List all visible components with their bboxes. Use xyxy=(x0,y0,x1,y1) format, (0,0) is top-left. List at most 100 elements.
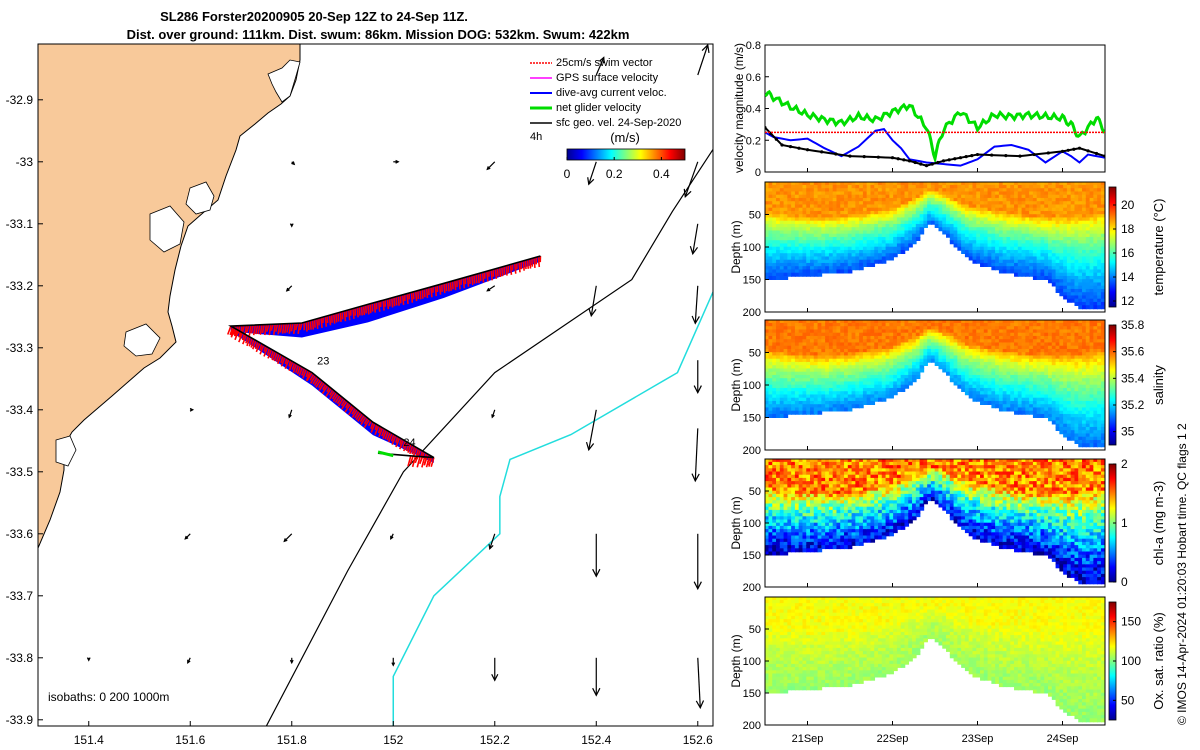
temperature-cell xyxy=(1100,246,1106,251)
temperature-cell xyxy=(813,227,819,232)
salinity-cell xyxy=(862,391,868,396)
salinity-cell xyxy=(779,384,785,389)
salinity-cell xyxy=(934,361,940,366)
temperature-cell xyxy=(1021,259,1027,264)
salinity-cell xyxy=(855,391,860,396)
temperature-cell xyxy=(836,230,842,235)
temperature-cell xyxy=(1082,249,1087,254)
salinity-cell xyxy=(840,345,845,350)
salinity-cell xyxy=(813,329,819,334)
salinity-cell xyxy=(878,355,883,360)
salinity-cell xyxy=(927,352,932,357)
temperature-cell xyxy=(1085,210,1091,215)
salinity-cell xyxy=(930,319,936,324)
temperature-cell xyxy=(870,249,876,254)
temperature-cell xyxy=(862,262,868,267)
salinity-cell xyxy=(919,329,925,334)
swim-vector xyxy=(407,455,412,467)
temperature-cell xyxy=(768,181,774,186)
salinity-cell xyxy=(923,355,928,360)
salinity-cell xyxy=(976,332,981,337)
temperature-cell xyxy=(1032,230,1038,235)
salinity-cell xyxy=(802,342,808,347)
temperature-cell xyxy=(1055,275,1061,280)
swim-vector xyxy=(471,275,474,286)
salinity-cell xyxy=(889,342,894,347)
salinity-cell xyxy=(794,387,800,392)
temperature-cell xyxy=(1021,240,1027,245)
temperature-cell xyxy=(772,233,777,238)
salinity-cell xyxy=(927,329,932,334)
temperature-cell xyxy=(859,214,864,219)
temperature-cell xyxy=(1089,240,1095,245)
salinity-cell xyxy=(783,322,789,327)
salinity-cell xyxy=(855,342,860,347)
temperature-cell xyxy=(1010,246,1015,251)
temperature-cell xyxy=(998,262,1004,267)
temperature-cell xyxy=(1002,256,1008,261)
temperature-cell xyxy=(987,201,993,206)
temperature-cell xyxy=(817,269,823,274)
temperature-cell xyxy=(1036,201,1042,206)
salinity-cell xyxy=(862,358,868,363)
temperature-cell xyxy=(968,188,974,193)
salinity-cell xyxy=(912,326,917,331)
salinity-cell xyxy=(908,322,913,327)
salinity-cell xyxy=(817,358,823,363)
salinity-cell xyxy=(844,345,849,350)
salinity-cell xyxy=(810,384,815,389)
temperature-cell xyxy=(1093,275,1098,280)
temperature-cell xyxy=(776,210,781,215)
swim-vector xyxy=(475,274,478,284)
salinity-cell xyxy=(772,407,777,412)
temperature-cell xyxy=(859,266,864,271)
swim-vector xyxy=(419,456,424,465)
temperature-cell xyxy=(828,256,834,261)
swim-vector xyxy=(453,280,457,291)
temperature-cell xyxy=(1082,259,1087,264)
temperature-cell xyxy=(870,230,876,235)
salinity-cell xyxy=(844,391,849,396)
salinity-cell xyxy=(802,407,808,412)
salinity-cell xyxy=(798,348,804,353)
temperature-cell xyxy=(1063,223,1068,228)
temperature-cell xyxy=(802,214,808,219)
salinity-cell xyxy=(787,329,792,334)
temperature-cell xyxy=(776,220,781,225)
temperature-cell xyxy=(1078,253,1083,258)
temperature-cell xyxy=(889,243,894,248)
temperature-cell xyxy=(1074,256,1080,261)
salinity-cell xyxy=(768,378,774,383)
salinity-cell xyxy=(828,348,834,353)
salinity-cell xyxy=(813,374,819,379)
swim-vector xyxy=(227,325,232,335)
temperature-cell xyxy=(968,227,974,232)
temperature-cell xyxy=(998,249,1004,254)
salinity-cell xyxy=(798,368,804,373)
salinity-cell xyxy=(862,368,868,373)
salinity-cell xyxy=(825,358,830,363)
salinity-cell xyxy=(870,329,876,334)
temperature-cell xyxy=(915,217,921,222)
salinity-cell xyxy=(889,381,894,386)
temperature-cell xyxy=(1085,240,1091,245)
temperature-cell xyxy=(825,236,830,241)
temperature-cell xyxy=(1048,197,1053,202)
temperature-cell xyxy=(930,188,936,193)
salinity-cell xyxy=(953,361,959,366)
temperature-cell xyxy=(881,210,887,215)
legend-label: dive-avg current veloc. xyxy=(556,87,667,99)
temperature-cell xyxy=(821,236,826,241)
temperature-cell xyxy=(1032,227,1038,232)
salinity-cell xyxy=(776,345,781,350)
temperature-cell xyxy=(764,197,770,202)
salinity-cell xyxy=(946,361,951,366)
salinity-cell xyxy=(847,404,853,409)
salinity-cell xyxy=(810,326,815,331)
salinity-cell xyxy=(772,342,777,347)
salinity-cell xyxy=(791,339,796,344)
temperature-cell xyxy=(938,223,944,228)
temperature-cell xyxy=(1021,223,1027,228)
temperature-cell xyxy=(817,204,823,209)
temperature-cell xyxy=(900,240,906,245)
